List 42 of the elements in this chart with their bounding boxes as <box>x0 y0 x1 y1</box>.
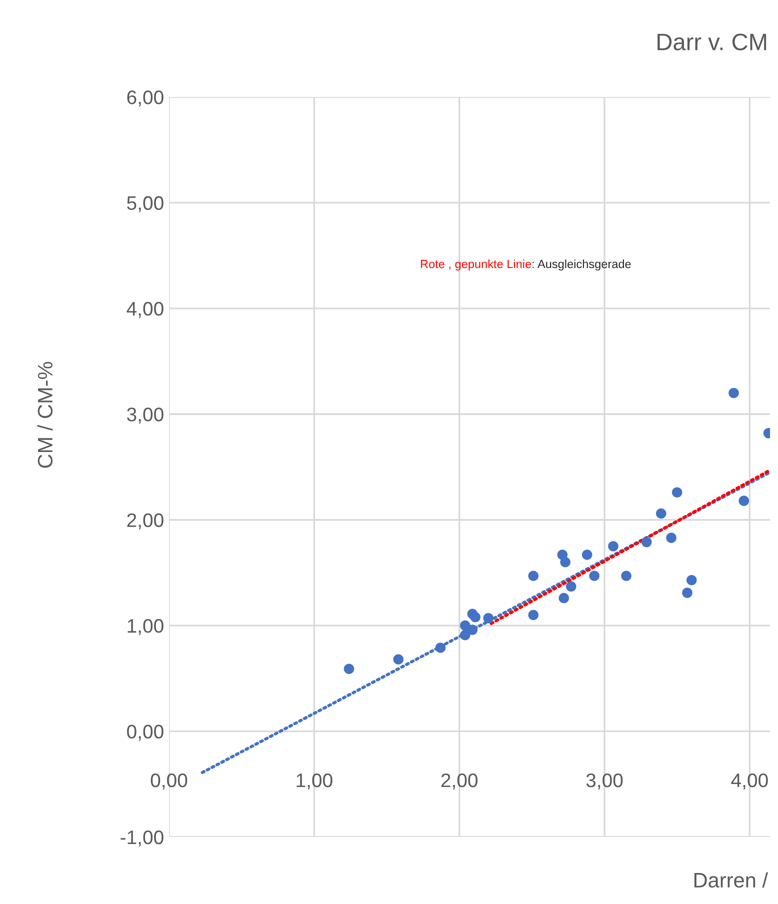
y-tick-label: 2,00 <box>127 513 164 530</box>
point <box>582 550 592 560</box>
x-axis-title: Darren / <box>694 872 768 888</box>
y-tick-label: 6,00 <box>127 90 164 107</box>
point <box>435 642 446 653</box>
chart-title: Darr v. CM <box>658 34 766 50</box>
point <box>672 487 682 498</box>
point <box>656 508 666 519</box>
point <box>560 556 570 568</box>
x-tick-label: 1,00 <box>296 773 332 790</box>
point <box>621 570 632 582</box>
point <box>393 654 404 665</box>
y-tick-label: 5,00 <box>127 196 164 212</box>
point <box>566 581 576 592</box>
point <box>528 610 539 620</box>
point <box>641 536 652 548</box>
point <box>682 588 692 598</box>
point <box>483 613 494 624</box>
point <box>738 496 750 506</box>
x-tick-label: 0,00 <box>150 773 188 790</box>
point <box>344 664 354 674</box>
point <box>470 612 480 622</box>
point <box>528 570 539 582</box>
point <box>686 574 697 586</box>
y-tick-label: 3,00 <box>127 408 164 424</box>
point <box>460 630 470 640</box>
x-tick-label: 2,00 <box>441 773 478 790</box>
point <box>558 592 570 604</box>
x-tick-label: 3,00 <box>586 773 623 790</box>
point <box>728 388 739 398</box>
y-tick-label: 1,00 <box>128 619 164 636</box>
point <box>589 570 600 582</box>
x-tick-label: 4,00 <box>731 773 768 790</box>
annotation: Rote , gepunkte Linie <box>420 259 532 271</box>
y-axis-title: CM / CM-% <box>37 362 53 468</box>
y-tick-label: -1,00 <box>120 830 164 847</box>
point <box>608 541 618 552</box>
y-tick-label: 4,00 <box>126 302 164 318</box>
y-tick-label: 0,00 <box>127 724 164 741</box>
annotation: : Ausgleichsgerade <box>532 259 631 271</box>
point <box>666 532 676 543</box>
point <box>467 624 478 635</box>
